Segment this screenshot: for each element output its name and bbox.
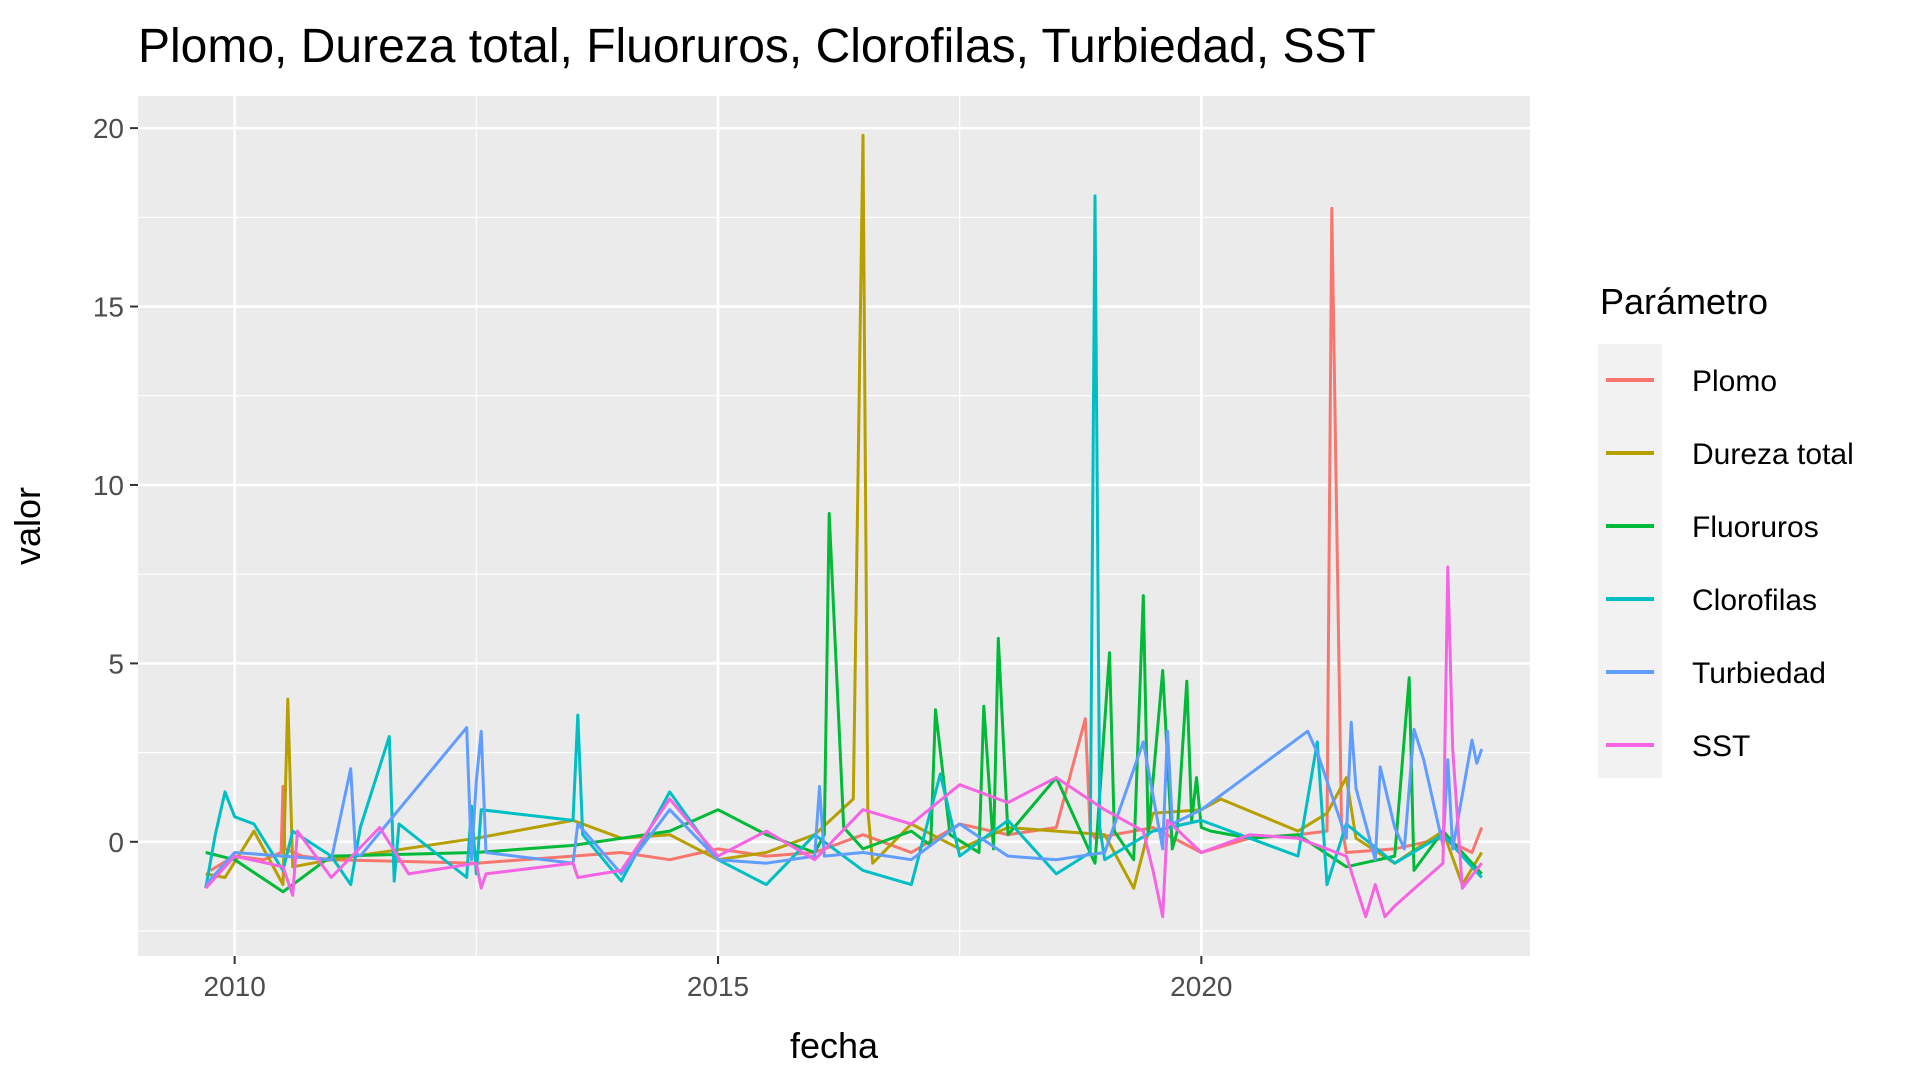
chart-title: Plomo, Dureza total, Fluoruros, Clorofil… xyxy=(138,20,1376,73)
x-axis: 2010 2015 2020 xyxy=(204,956,1232,1002)
y-tick-label: 5 xyxy=(108,648,124,679)
legend-title: Parámetro xyxy=(1600,281,1768,322)
legend: Parámetro Plomo Dureza total Fluoruros Clor… xyxy=(1598,281,1854,778)
series-line-turbiedad xyxy=(204,720,1484,886)
x-axis-title: fecha xyxy=(790,1025,879,1066)
legend-label-turbiedad: Turbiedad xyxy=(1692,657,1826,690)
series-line-fluoruros xyxy=(205,512,1483,894)
legend-label-clorofilas: Clorofilas xyxy=(1692,584,1817,617)
y-tick-label: 0 xyxy=(108,827,124,858)
legend-key-background xyxy=(1598,344,1662,778)
legend-label-sst: SST xyxy=(1692,730,1750,763)
series-line-sst xyxy=(204,565,1483,919)
x-tick-label: 2020 xyxy=(1170,971,1232,1002)
x-tick-label: 2015 xyxy=(687,971,749,1002)
y-tick-label: 20 xyxy=(93,113,124,144)
legend-label-dureza-total: Dureza total xyxy=(1692,438,1854,471)
plot-panel xyxy=(138,96,1530,956)
legend-label-plomo: Plomo xyxy=(1692,365,1777,398)
y-axis: 0 5 10 15 20 xyxy=(93,113,138,858)
y-tick-label: 10 xyxy=(93,470,124,501)
y-tick-label: 15 xyxy=(93,292,124,323)
y-axis-title: valor xyxy=(7,487,48,565)
grid-minor xyxy=(138,96,1530,956)
series-layer xyxy=(204,133,1484,919)
x-tick-label: 2010 xyxy=(204,971,266,1002)
legend-items: Plomo Dureza total Fluoruros Clorofilas Turb… xyxy=(1598,344,1854,778)
legend-label-fluoruros: Fluoruros xyxy=(1692,511,1819,544)
